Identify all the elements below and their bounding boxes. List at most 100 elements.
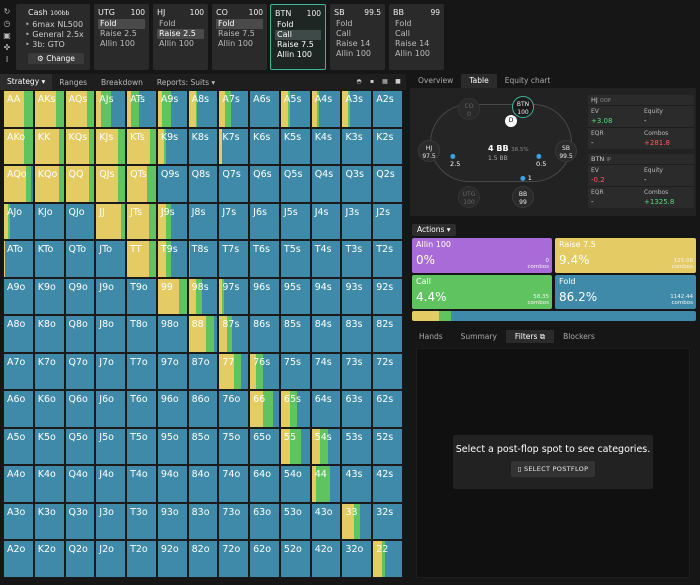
hand-cell[interactable]: AA: [3, 90, 34, 128]
hand-cell[interactable]: A8s: [187, 90, 219, 128]
hand-cell[interactable]: 92s: [372, 277, 403, 316]
hand-cell[interactable]: T9s: [156, 240, 188, 278]
hand-cell[interactable]: Q2s: [372, 165, 403, 203]
hand-cell[interactable]: 42s: [372, 465, 403, 503]
hand-cell[interactable]: KJo: [33, 202, 65, 241]
hand-cell[interactable]: 73o: [218, 502, 250, 541]
hand-cell[interactable]: 92o: [156, 540, 188, 578]
hand-cell[interactable]: 72o: [218, 540, 250, 578]
gamepad-icon[interactable]: ✜: [3, 43, 11, 52]
hand-cell[interactable]: 72s: [372, 352, 403, 391]
hand-cell[interactable]: Q6s: [249, 165, 280, 203]
position-action[interactable]: Fold: [98, 19, 145, 29]
position-action[interactable]: Fold: [277, 20, 294, 29]
hand-cell[interactable]: K8o: [33, 315, 65, 353]
hand-cell[interactable]: 62s: [372, 390, 403, 428]
hand-cell[interactable]: ATs: [126, 90, 157, 128]
hand-cell[interactable]: K5s: [279, 127, 311, 166]
hand-cell[interactable]: 82s: [372, 315, 403, 353]
position-panel-sb[interactable]: SB 99.5 Fold Call Raise 14 Allin 100: [330, 4, 385, 70]
position-panel-co[interactable]: CO 100 Fold Raise 7.5 Allin 100: [212, 4, 267, 70]
position-action[interactable]: Raise 14: [336, 39, 371, 48]
hand-cell[interactable]: JTs: [126, 202, 157, 241]
action-allin[interactable]: Allin 100 0% 0 combos: [412, 238, 552, 273]
hand-cell[interactable]: Q9s: [156, 165, 188, 203]
hand-cell[interactable]: J3s: [341, 202, 373, 241]
hand-cell[interactable]: 52s: [372, 427, 403, 466]
hand-cell[interactable]: AJs: [95, 90, 127, 128]
hand-cell[interactable]: A4s: [310, 90, 342, 128]
hand-cell[interactable]: 33: [341, 502, 373, 541]
hand-cell[interactable]: A5o: [3, 427, 34, 466]
strategy-dropdown[interactable]: Strategy ▾: [0, 74, 53, 90]
hand-cell[interactable]: 74o: [218, 465, 250, 503]
position-panel-btn[interactable]: BTN 100 Fold Call Raise 7.5 Allin 100: [270, 4, 326, 70]
hand-cell[interactable]: TT: [126, 240, 157, 278]
hand-cell[interactable]: 84o: [187, 465, 219, 503]
hand-cell[interactable]: 95s: [279, 277, 311, 316]
hand-cell[interactable]: A6o: [3, 390, 34, 428]
hand-cell[interactable]: 83s: [341, 315, 373, 353]
hand-cell[interactable]: K8s: [187, 127, 219, 166]
hand-cell[interactable]: 77: [218, 352, 250, 391]
hand-cell[interactable]: 95o: [156, 427, 188, 466]
hand-cell[interactable]: Q7s: [218, 165, 250, 203]
hand-cell[interactable]: Q2o: [64, 540, 96, 578]
hand-cell[interactable]: A7s: [218, 90, 250, 128]
hand-cell[interactable]: K9o: [33, 277, 65, 316]
hand-cell[interactable]: J3o: [95, 502, 127, 541]
hand-cell[interactable]: KTs: [126, 127, 157, 166]
seat-btn[interactable]: BTN 100: [512, 96, 534, 118]
hand-cell[interactable]: K3o: [33, 502, 65, 541]
hand-cell[interactable]: Q9o: [64, 277, 96, 316]
hand-cell[interactable]: AQs: [64, 90, 96, 128]
seat-sb[interactable]: SB 99.5: [555, 140, 577, 162]
hand-cell[interactable]: T2o: [126, 540, 157, 578]
hand-cell[interactable]: T5s: [279, 240, 311, 278]
hand-cell[interactable]: 76o: [218, 390, 250, 428]
position-action[interactable]: Allin 100: [218, 39, 254, 48]
hand-cell[interactable]: AKs: [33, 90, 65, 128]
hand-cell[interactable]: 43s: [341, 465, 373, 503]
hand-cell[interactable]: 84s: [310, 315, 342, 353]
hand-cell[interactable]: Q3o: [64, 502, 96, 541]
hand-cell[interactable]: T8s: [187, 240, 219, 278]
hand-cell[interactable]: KK: [33, 127, 65, 166]
hand-cell[interactable]: J4s: [310, 202, 342, 241]
tab-filters[interactable]: Filters ⧉: [505, 330, 555, 343]
hand-cell[interactable]: 22: [372, 540, 403, 578]
hand-cell[interactable]: K4s: [310, 127, 342, 166]
position-action[interactable]: Allin 100: [277, 50, 313, 59]
seat-co[interactable]: CO 0: [458, 98, 480, 120]
hand-cell[interactable]: K6o: [33, 390, 65, 428]
hand-cell[interactable]: J8o: [95, 315, 127, 353]
hand-cell[interactable]: 54s: [310, 427, 342, 466]
hand-cell[interactable]: 75o: [218, 427, 250, 466]
hand-cell[interactable]: T6s: [249, 240, 280, 278]
hand-cell[interactable]: A4o: [3, 465, 34, 503]
hand-cell[interactable]: AKo: [3, 127, 34, 166]
tab-ranges[interactable]: Ranges: [59, 77, 87, 87]
hand-cell[interactable]: T4o: [126, 465, 157, 503]
hand-cell[interactable]: T3s: [341, 240, 373, 278]
hand-cell[interactable]: K2o: [33, 540, 65, 578]
hand-cell[interactable]: A7o: [3, 352, 34, 391]
hand-cell[interactable]: 93s: [341, 277, 373, 316]
hand-cell[interactable]: T6o: [126, 390, 157, 428]
hand-cell[interactable]: J6o: [95, 390, 127, 428]
hand-cell[interactable]: 85s: [279, 315, 311, 353]
reports-dropdown[interactable]: Reports: Suits ▾: [156, 77, 216, 87]
seat-utg[interactable]: UTG 100: [458, 186, 480, 208]
hand-cell[interactable]: T8o: [126, 315, 157, 353]
hand-cell[interactable]: 44: [310, 465, 342, 503]
hand-cell[interactable]: QQ: [64, 165, 96, 203]
hand-cell[interactable]: 63o: [249, 502, 280, 541]
hand-cell[interactable]: 94s: [310, 277, 342, 316]
position-action[interactable]: Allin 100: [100, 39, 136, 48]
clock-icon[interactable]: ◷: [3, 19, 11, 28]
position-action[interactable]: Call: [395, 29, 410, 38]
hand-cell[interactable]: 86o: [187, 390, 219, 428]
grid-view-icon[interactable]: ▦: [382, 78, 388, 85]
position-action[interactable]: Allin 100: [395, 49, 431, 58]
compact-view-icon[interactable]: ◓: [356, 78, 362, 85]
